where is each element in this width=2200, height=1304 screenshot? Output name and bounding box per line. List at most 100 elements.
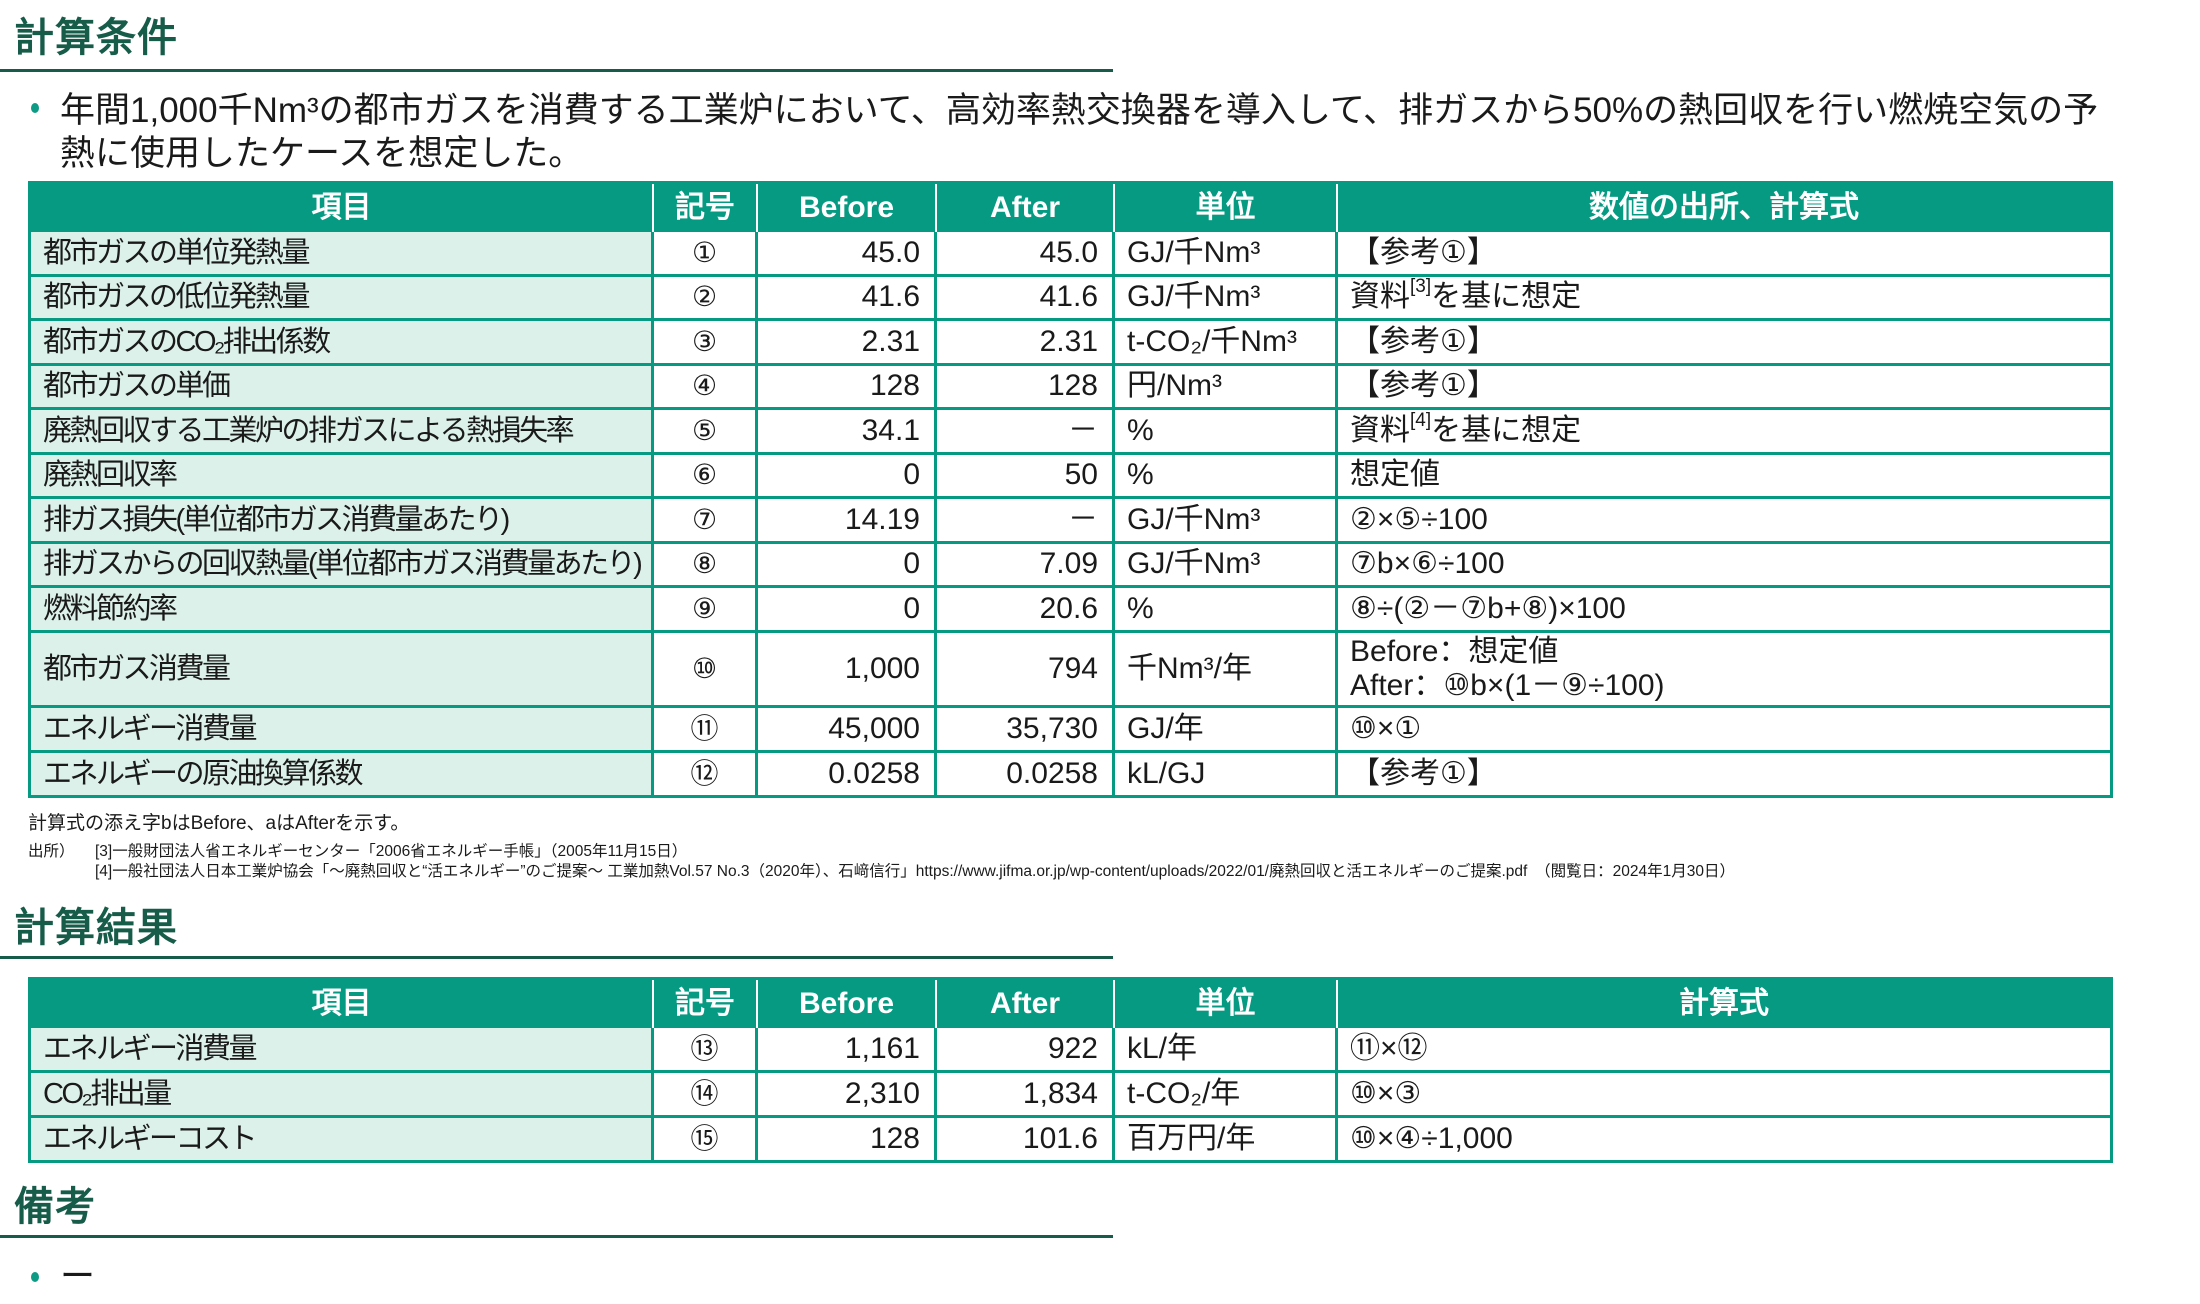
before-value: 0 bbox=[758, 543, 937, 588]
unit-cell: 千Nm³/年 bbox=[1115, 632, 1338, 708]
item-cell: 都市ガスの単位発熱量 bbox=[28, 232, 654, 277]
table-row: 廃熱回収する工業炉の排ガスによる熱損失率 ⑤ 34.1 － % 資料[4]を基に… bbox=[28, 410, 2113, 455]
symbol-cell: ⑨ bbox=[654, 588, 758, 633]
table-row: 廃熱回収率 ⑥ 0 50 % 想定値 bbox=[28, 454, 2113, 499]
item-cell: エネルギー消費量 bbox=[28, 707, 654, 753]
table-row: 都市ガス消費量 ⑩ 1,000 794 千Nm³/年 Before：想定値 Af… bbox=[28, 632, 2113, 708]
item-cell: エネルギーの原油換算係数 bbox=[28, 752, 654, 798]
item-cell: 都市ガスの単価 bbox=[28, 365, 654, 410]
source-text-suffix: を基に想定 bbox=[1431, 413, 1582, 447]
after-value: 50 bbox=[937, 454, 1115, 499]
after-value: 0.0258 bbox=[937, 752, 1115, 798]
table-row: エネルギーの原油換算係数 ⑫ 0.0258 0.0258 kL/GJ 【参考①】 bbox=[28, 752, 2113, 798]
column-header-before: Before bbox=[758, 184, 937, 232]
after-value: 41.6 bbox=[937, 276, 1115, 321]
source-cell: 想定値 bbox=[1338, 454, 2113, 499]
symbol-cell: ⑪ bbox=[654, 707, 758, 753]
description-line: 年間1,000千Nm³の都市ガスを消費する工業炉において、高効率熱交換器を導入し… bbox=[60, 91, 2099, 130]
bullet-icon bbox=[31, 103, 39, 113]
column-header-source: 数値の出所、計算式 bbox=[1338, 184, 2113, 232]
after-value: 2.31 bbox=[937, 321, 1115, 366]
unit-cell: t-CO₂/千Nm³ bbox=[1115, 321, 1338, 366]
unit-cell: kL/GJ bbox=[1115, 752, 1338, 798]
description-line: 熱に使用したケースを想定した。 bbox=[60, 134, 584, 173]
sources-label: 出所） bbox=[28, 843, 75, 860]
item-cell: 都市ガス消費量 bbox=[28, 632, 654, 708]
before-value: 0.0258 bbox=[758, 752, 937, 798]
table-row: 都市ガスの低位発熱量 ② 41.6 41.6 GJ/千Nm³ 資料[3]を基に想… bbox=[28, 276, 2113, 321]
source-text: 資料 bbox=[1350, 413, 1410, 447]
unit-cell: 百万円/年 bbox=[1115, 1118, 1338, 1163]
unit-cell: 円/Nm³ bbox=[1115, 365, 1338, 410]
symbol-cell: ⑫ bbox=[654, 752, 758, 798]
item-cell: 燃料節約率 bbox=[28, 588, 654, 633]
after-value: 101.6 bbox=[937, 1118, 1115, 1163]
before-value: 0 bbox=[758, 454, 937, 499]
column-header-before: Before bbox=[758, 980, 937, 1028]
formula-cell: ⑪×⑫ bbox=[1338, 1028, 2113, 1073]
formula-cell: ⑩×① bbox=[1338, 707, 2113, 753]
formula-cell: ⑩×④÷1,000 bbox=[1338, 1118, 2113, 1163]
section-divider bbox=[0, 1235, 1113, 1238]
symbol-cell: ⑬ bbox=[654, 1028, 758, 1073]
symbol-cell: ② bbox=[654, 276, 758, 321]
after-value: 45.0 bbox=[937, 232, 1115, 277]
formula-cell: ②×⑤÷100 bbox=[1338, 499, 2113, 544]
symbol-cell: ⑩ bbox=[654, 632, 758, 708]
item-cell: 廃熱回収する工業炉の排ガスによる熱損失率 bbox=[28, 410, 654, 455]
table-row: エネルギー消費量 ⑬ 1,161 922 kL/年 ⑪×⑫ bbox=[28, 1028, 2113, 1073]
table-row: 都市ガスのCO₂排出係数 ③ 2.31 2.31 t-CO₂/千Nm³ 【参考①… bbox=[28, 321, 2113, 366]
unit-cell: t-CO₂/年 bbox=[1115, 1073, 1338, 1118]
source-cell: 【参考①】 bbox=[1338, 752, 2113, 798]
column-header-symbol: 記号 bbox=[654, 980, 758, 1028]
after-value: 20.6 bbox=[937, 588, 1115, 633]
symbol-cell: ⑮ bbox=[654, 1118, 758, 1163]
source-text: 資料 bbox=[1350, 280, 1410, 314]
table-row: CO₂排出量 ⑭ 2,310 1,834 t-CO₂/年 ⑩×③ bbox=[28, 1073, 2113, 1118]
column-header-item: 項目 bbox=[28, 184, 654, 232]
symbol-cell: ⑭ bbox=[654, 1073, 758, 1118]
before-value: 14.19 bbox=[758, 499, 937, 544]
after-value: 35,730 bbox=[937, 707, 1115, 753]
source-cell: 【参考①】 bbox=[1338, 321, 2113, 366]
after-value: 922 bbox=[937, 1028, 1115, 1073]
formula-cell: ⑩×③ bbox=[1338, 1073, 2113, 1118]
column-header-item: 項目 bbox=[28, 980, 654, 1028]
unit-cell: GJ/千Nm³ bbox=[1115, 499, 1338, 544]
item-cell: 排ガス損失(単位都市ガス消費量あたり) bbox=[28, 499, 654, 544]
column-header-formula: 計算式 bbox=[1338, 980, 2113, 1028]
symbol-cell: ⑤ bbox=[654, 410, 758, 455]
formula-line-before: Before：想定値 bbox=[1350, 634, 1559, 668]
before-value: 34.1 bbox=[758, 410, 937, 455]
symbol-cell: ⑦ bbox=[654, 499, 758, 544]
before-value: 45.0 bbox=[758, 232, 937, 277]
unit-cell: % bbox=[1115, 454, 1338, 499]
after-value: － bbox=[937, 499, 1115, 544]
item-cell: 廃熱回収率 bbox=[28, 454, 654, 499]
table-row: エネルギー消費量 ⑪ 45,000 35,730 GJ/年 ⑩×① bbox=[28, 707, 2113, 753]
table-header-row: 項目 記号 Before After 単位 数値の出所、計算式 bbox=[28, 184, 2113, 232]
section-title-remarks: 備考 bbox=[14, 1185, 96, 1229]
table-row: 排ガスからの回収熱量(単位都市ガス消費量あたり) ⑧ 0 7.09 GJ/千Nm… bbox=[28, 543, 2113, 588]
formula-cell: ⑦b×⑥÷100 bbox=[1338, 543, 2113, 588]
before-value: 2,310 bbox=[758, 1073, 937, 1118]
table-row: エネルギーコスト ⑮ 128 101.6 百万円/年 ⑩×④÷1,000 bbox=[28, 1118, 2113, 1163]
symbol-cell: ③ bbox=[654, 321, 758, 366]
column-header-after: After bbox=[937, 980, 1115, 1028]
column-header-symbol: 記号 bbox=[654, 184, 758, 232]
source-entry-4: [4]一般社団法人日本工業炉協会「～廃熱回収と“活エネルギー”のご提案～ 工業加… bbox=[95, 863, 1735, 880]
conditions-table: 項目 記号 Before After 単位 数値の出所、計算式 都市ガスの単位発… bbox=[28, 181, 2113, 798]
before-value: 0 bbox=[758, 588, 937, 633]
formula-line-after: After：⑩b×(1－⑨÷100) bbox=[1350, 668, 1665, 702]
after-value: － bbox=[937, 410, 1115, 455]
item-cell: エネルギー消費量 bbox=[28, 1028, 654, 1073]
source-cell: 資料[4]を基に想定 bbox=[1338, 410, 2113, 455]
source-text-suffix: を基に想定 bbox=[1431, 280, 1582, 314]
after-value: 794 bbox=[937, 632, 1115, 708]
source-cell: 資料[3]を基に想定 bbox=[1338, 276, 2113, 321]
unit-cell: % bbox=[1115, 410, 1338, 455]
unit-cell: % bbox=[1115, 588, 1338, 633]
table-row: 排ガス損失(単位都市ガス消費量あたり) ⑦ 14.19 － GJ/千Nm³ ②×… bbox=[28, 499, 2113, 544]
section-title-results: 計算結果 bbox=[14, 906, 178, 950]
symbol-cell: ① bbox=[654, 232, 758, 277]
